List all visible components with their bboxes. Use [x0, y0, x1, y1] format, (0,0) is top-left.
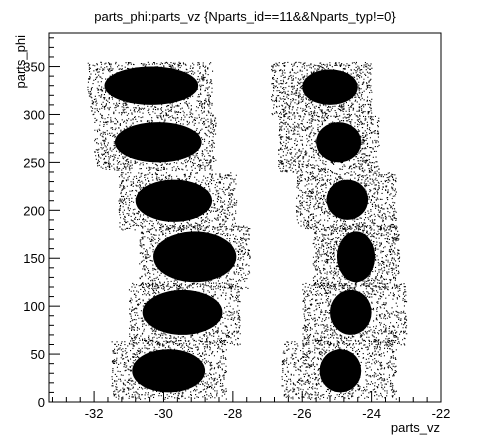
scatter-cluster	[281, 339, 397, 400]
x-axis: -32 -30 -28 -26 -24 -22	[51, 391, 451, 421]
x-axis-title: parts_vz	[391, 420, 440, 435]
y-axis: 0 50 100 150 200 250 300 350	[23, 37, 60, 410]
y-tick-label: 50	[31, 347, 45, 362]
y-tick-label: 300	[23, 107, 45, 122]
scatter-cluster	[128, 282, 241, 346]
x-tick-label: -26	[293, 406, 312, 421]
scatter-cluster	[312, 225, 401, 290]
scatter-dense-core	[302, 69, 358, 105]
scatter-dense-core	[319, 349, 362, 393]
scatter-cluster	[295, 172, 397, 231]
scatter-cluster	[271, 61, 373, 116]
scatter-dense-core	[329, 289, 372, 335]
scatter-points	[87, 61, 408, 400]
scatter-cluster	[139, 225, 251, 290]
scatter-points-halo	[111, 339, 227, 400]
scatter-cluster	[302, 282, 408, 346]
plot-frame	[48, 32, 442, 403]
scatter-cluster	[94, 114, 217, 172]
scatter-points-halo	[278, 114, 380, 174]
chart-title: parts_phi:parts_vz {Nparts_id==11&&Npart…	[94, 9, 396, 24]
scatter-points-halo	[118, 172, 238, 231]
scatter-dense-core	[326, 179, 369, 220]
scatter-points-halo	[295, 172, 397, 231]
scatter-points-halo	[302, 282, 408, 346]
scatter-cluster	[278, 114, 380, 174]
scatter-points-halo	[139, 225, 251, 290]
scatter-dense-core	[135, 179, 213, 222]
scatter-cluster	[111, 339, 227, 400]
scatter-points-halo	[128, 282, 241, 346]
y-tick-label: 200	[23, 203, 45, 218]
x-tick-label: -22	[432, 406, 451, 421]
scatter-cluster	[118, 172, 238, 231]
x-tick-label: -28	[223, 406, 242, 421]
x-tick-label: -30	[154, 406, 173, 421]
scatter-cluster	[87, 61, 214, 116]
x-tick-label: -24	[362, 406, 381, 421]
scatter-points-halo	[281, 339, 397, 400]
scatter-points-halo	[87, 61, 214, 116]
y-axis-title: parts_phi	[13, 35, 28, 89]
scatter-points-halo	[312, 225, 401, 290]
x-tick-label: -32	[85, 406, 104, 421]
y-tick-label: 100	[23, 299, 45, 314]
y-tick-label: 350	[23, 60, 45, 75]
y-tick-label: 0	[38, 395, 45, 410]
y-tick-label: 150	[23, 251, 45, 266]
scatter-points-halo	[94, 114, 217, 172]
y-tick-label: 250	[23, 155, 45, 170]
